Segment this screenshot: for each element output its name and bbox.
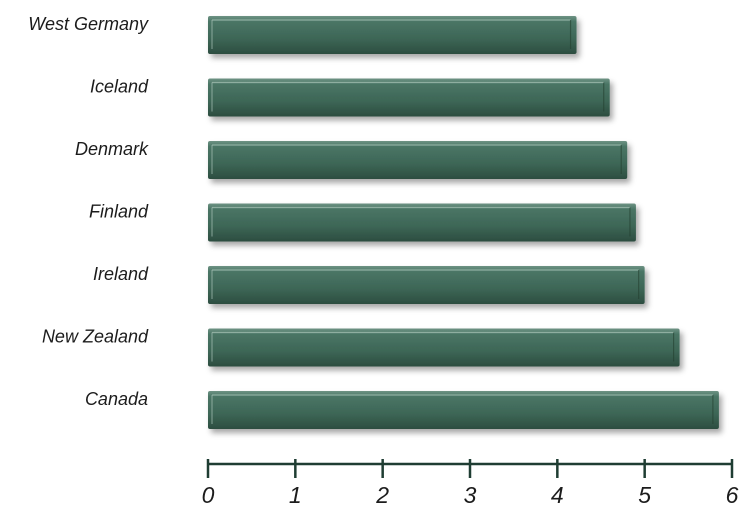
bar-canada — [208, 391, 719, 429]
x-tick-label-5: 5 — [638, 482, 651, 508]
bar-new-zealand — [208, 328, 680, 367]
bar-finland — [208, 203, 636, 242]
category-label-iceland: Iceland — [90, 76, 149, 96]
x-tick-label-3: 3 — [464, 482, 477, 508]
bar-denmark — [208, 141, 628, 179]
bar — [208, 328, 680, 367]
bar — [208, 391, 719, 429]
x-tick-label-6: 6 — [726, 482, 739, 508]
x-axis: 0 1 2 3 4 5 6 — [202, 459, 739, 508]
category-label-finland: Finland — [89, 201, 149, 221]
category-label-new-zealand: New Zealand — [42, 326, 149, 346]
category-label-ireland: Ireland — [93, 264, 149, 284]
bar — [208, 203, 636, 242]
bar — [208, 266, 645, 304]
bar-west-germany — [208, 16, 577, 54]
category-label-canada: Canada — [85, 389, 148, 409]
x-tick-label-4: 4 — [551, 482, 564, 508]
x-tick-label-0: 0 — [202, 482, 215, 508]
x-tick-label-1: 1 — [289, 482, 302, 508]
x-tick-label-2: 2 — [375, 482, 389, 508]
bar — [208, 141, 628, 179]
category-label-denmark: Denmark — [75, 139, 149, 159]
bar — [208, 16, 577, 54]
bar-ireland — [208, 266, 645, 304]
category-label-west-germany: West Germany — [28, 14, 149, 34]
bars-layer — [208, 16, 719, 429]
bar-iceland — [208, 78, 610, 117]
bar — [208, 78, 610, 117]
category-labels: West Germany Iceland Denmark Finland Ireland… — [28, 14, 149, 409]
